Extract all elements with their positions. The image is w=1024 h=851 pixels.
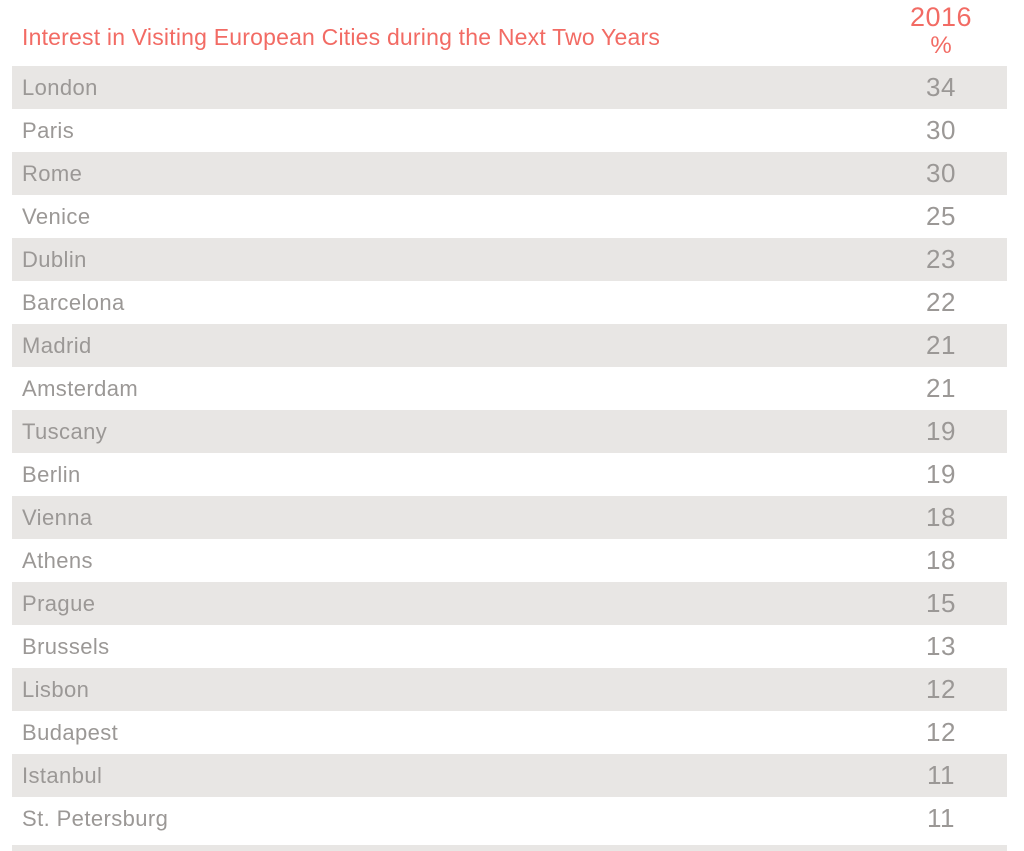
percent-value-cell: 11 [927,803,955,833]
table-row: Barcelona 22 [12,281,1007,324]
city-name-cell: Barcelona [22,289,125,315]
table-row: Athens 18 [12,539,1007,582]
table-row: Dublin 23 [12,238,1007,281]
city-name-cell: St. Petersburg [22,805,169,831]
table-row: Budapest 12 [12,711,1007,754]
percent-value-cell: 11 [927,760,955,790]
percent-value-cell: 18 [926,545,956,575]
table-row: Prague 15 [12,582,1007,625]
city-name-cell: London [22,74,98,100]
percent-value-cell: 12 [926,674,956,704]
table-row: London 34 [12,66,1007,109]
percent-value-cell: 19 [926,459,956,489]
percent-value-cell: 19 [926,416,956,446]
city-name-cell: Madrid [22,332,92,358]
city-name-cell: Budapest [22,719,119,745]
table-row: Berlin 19 [12,453,1007,496]
page-title: Interest in Visiting European Cities dur… [22,24,661,50]
table-row: Lisbon 12 [12,668,1007,711]
percent-value-cell: 18 [926,502,956,532]
bottom-partial-row-band [12,845,1007,851]
city-name-cell: Amsterdam [22,375,139,401]
city-name-cell: Berlin [22,461,81,487]
city-name-cell: Venice [22,203,91,229]
city-name-cell: Athens [22,547,93,573]
year-column-label: 2016 [909,2,973,32]
percent-column-label: % [930,32,952,59]
percent-value-cell: 23 [926,244,956,274]
percent-value-cell: 13 [926,631,956,661]
city-name-cell: Brussels [22,633,110,659]
table-row: Tuscany 19 [12,410,1007,453]
percent-value-cell: 25 [926,201,956,231]
city-name-cell: Prague [22,590,96,616]
city-name-cell: Tuscany [22,418,108,444]
percent-value-cell: 30 [926,158,956,188]
percent-value-cell: 15 [926,588,956,618]
city-name-cell: Lisbon [22,676,90,702]
table-row: Venice 25 [12,195,1007,238]
percent-value-cell: 30 [926,115,956,145]
value-column-header: 2016 % [875,3,1007,60]
percent-value-cell: 21 [926,373,956,403]
percent-value-cell: 12 [926,717,956,747]
table-row: Vienna 18 [12,496,1007,539]
table-row: Amsterdam 21 [12,367,1007,410]
table-row: Rome 30 [12,152,1007,195]
city-name-cell: Istanbul [22,762,103,788]
table-row: Paris 30 [12,109,1007,152]
table-row: St. Petersburg 11 [12,797,1007,840]
table-row: Istanbul 11 [12,754,1007,797]
city-name-cell: Rome [22,160,83,186]
city-name-cell: Vienna [22,504,93,530]
table-row: Brussels 13 [12,625,1007,668]
city-name-cell: Dublin [22,246,87,272]
percent-value-cell: 21 [926,330,956,360]
table-body: London 34 Paris 30 Rome 30 Venice 25 Dublin 23 Bar… [12,66,1007,840]
percent-value-cell: 22 [926,287,956,317]
table-row: Madrid 21 [12,324,1007,367]
city-name-cell: Paris [22,117,75,143]
percent-value-cell: 34 [926,72,956,102]
